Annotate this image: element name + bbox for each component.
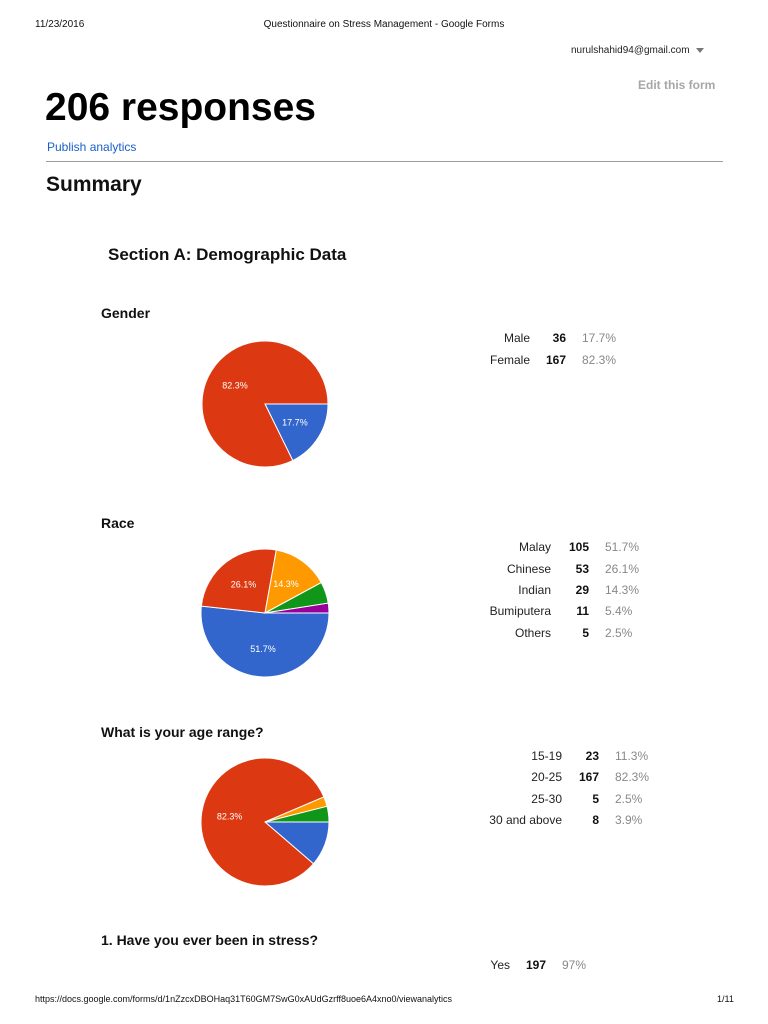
stat-count: 29 <box>575 583 589 597</box>
stat-label: Malay <box>518 540 551 554</box>
stat-label: Female <box>489 353 530 367</box>
pie-slice-male <box>264 403 329 462</box>
stat-row: Malay 105 51.7% <box>480 538 651 556</box>
stat-row: Yes 197 97% <box>470 956 602 974</box>
stat-label: 25-30 <box>531 792 562 806</box>
stat-percent: 26.1% <box>605 562 640 576</box>
question-title-age-range: What is your age range? <box>101 724 264 740</box>
chevron-down-icon <box>695 48 704 53</box>
stat-row: 15-19 23 11.3% <box>462 747 661 765</box>
question-title-stress: 1. Have you ever been in stress? <box>101 932 319 948</box>
pie-slice-label: 14.3% <box>273 579 299 589</box>
edit-form-link[interactable]: Edit this form <box>638 78 716 92</box>
stat-row: 25-30 5 2.5% <box>462 790 661 808</box>
pie-slice-label: 17.7% <box>282 418 308 428</box>
print-date: 11/23/2016 <box>35 19 85 30</box>
stat-percent: 82.3% <box>615 770 650 784</box>
stat-row: 30 and above 8 3.9% <box>462 811 661 829</box>
publish-analytics-link[interactable]: Publish analytics <box>47 140 137 154</box>
stat-row: 20-25 167 82.3% <box>462 768 661 786</box>
stat-percent: 51.7% <box>605 540 640 554</box>
pie-slice-label: 26.1% <box>231 579 257 589</box>
stat-row: Indian 29 14.3% <box>480 581 651 599</box>
stat-label: Chinese <box>506 562 551 576</box>
summary-heading: Summary <box>46 173 142 196</box>
print-url: https://docs.google.com/forms/d/1nZzcxDB… <box>35 994 453 1004</box>
stat-count: 105 <box>568 540 589 554</box>
race-pie-chart: 51.7% 26.1% 14.3% <box>200 549 330 678</box>
stat-count: 167 <box>545 353 566 367</box>
stat-row: Female 167 82.3% <box>470 351 628 369</box>
responses-title: 206 responses <box>45 86 317 129</box>
stat-percent: 17.7% <box>582 331 617 345</box>
age-range-pie-chart: 82.3% <box>200 758 330 887</box>
pie-slice-label: 51.7% <box>250 644 276 654</box>
stat-count: 167 <box>578 770 599 784</box>
question-title-race: Race <box>101 515 135 531</box>
stat-percent: 3.9% <box>615 813 643 827</box>
pie-slice-label: 82.3% <box>217 811 243 821</box>
section-title: Section A: Demographic Data <box>108 245 347 264</box>
pie-slice-others <box>264 602 330 614</box>
divider <box>46 161 723 162</box>
account-email: nurulshahid94@gmail.com <box>571 45 690 56</box>
account-menu[interactable]: nurulshahid94@gmail.com <box>571 45 704 56</box>
stat-count: 5 <box>592 792 599 806</box>
stat-percent: 14.3% <box>605 583 640 597</box>
stat-percent: 82.3% <box>582 353 617 367</box>
stat-percent: 97% <box>562 958 587 972</box>
pie-slice-malay <box>200 605 330 678</box>
stat-row: Male 36 17.7% <box>470 329 628 347</box>
pie-slice-indian <box>264 549 322 614</box>
stat-label: 30 and above <box>489 813 562 827</box>
stat-count: 5 <box>582 626 589 640</box>
stat-percent: 5.4% <box>605 604 633 618</box>
stat-count: 11 <box>576 604 589 618</box>
stat-percent: 2.5% <box>605 626 633 640</box>
stat-count: 8 <box>592 813 599 827</box>
stat-label: Male <box>503 331 530 345</box>
question-title-gender: Gender <box>101 305 151 321</box>
stat-row: Chinese 53 26.1% <box>480 560 651 578</box>
stat-percent: 2.5% <box>615 792 643 806</box>
stat-label: Others <box>514 626 551 640</box>
gender-pie-chart: 17.7% 82.3% <box>201 341 329 468</box>
stat-label: Yes <box>490 958 510 972</box>
pie-slice-female <box>201 341 329 468</box>
stat-label: Indian <box>518 583 551 597</box>
stat-count: 197 <box>525 958 546 972</box>
stat-row: Bumiputera 11 5.4% <box>480 602 651 620</box>
print-page-number: 1/11 <box>717 994 734 1004</box>
pie-slice-chinese <box>200 549 277 614</box>
stat-count: 36 <box>552 331 566 345</box>
stat-count: 53 <box>575 562 589 576</box>
print-title: Questionnaire on Stress Management - Goo… <box>263 19 505 30</box>
stat-label: Bumiputera <box>489 604 551 618</box>
pie-slice-20-25 <box>200 758 325 887</box>
stat-count: 23 <box>585 749 599 763</box>
stat-label: 20-25 <box>531 770 562 784</box>
pie-slice-label: 82.3% <box>222 380 248 390</box>
stat-percent: 11.3% <box>615 749 649 763</box>
stat-label: 15-19 <box>531 749 562 763</box>
stat-row: Others 5 2.5% <box>480 624 651 642</box>
pie-slice-30-and-above <box>264 805 330 823</box>
